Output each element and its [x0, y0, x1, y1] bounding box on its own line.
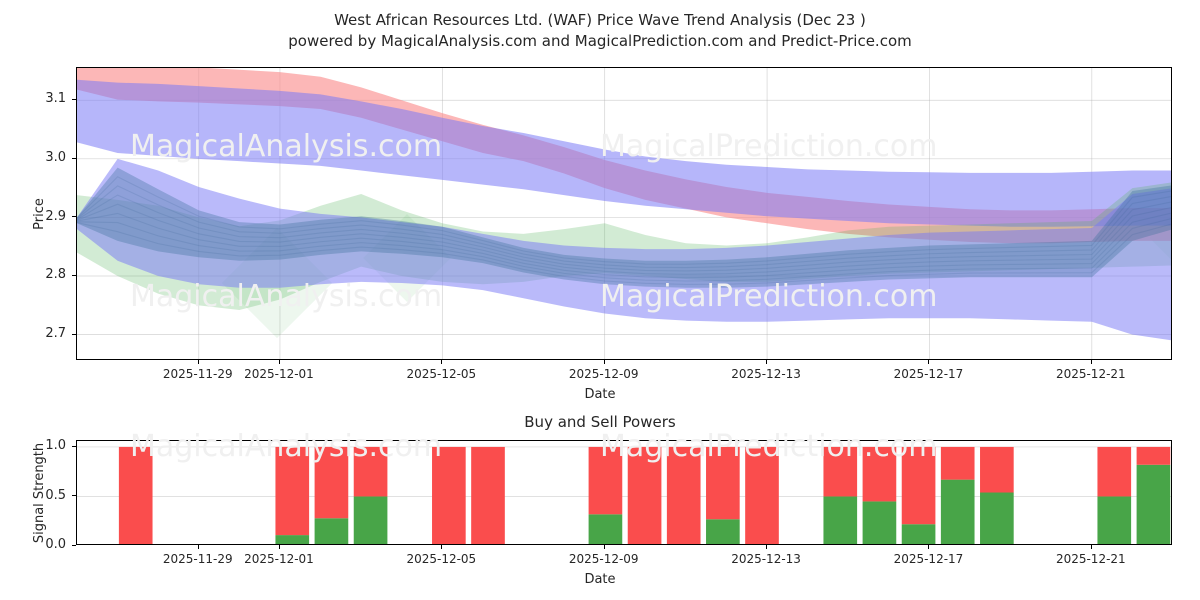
- y-tick-mark: [72, 333, 76, 335]
- y-tick-mark: [72, 445, 76, 447]
- buy-power-bar: [588, 514, 623, 544]
- y-tick-mark: [72, 99, 76, 101]
- buy-power-bar: [980, 492, 1014, 544]
- wave-core-band: [77, 167, 1171, 288]
- sell-power-bar: [314, 446, 349, 519]
- y-tick-mark: [72, 275, 76, 277]
- x-tick-mark: [441, 360, 443, 364]
- x-tick-mark: [278, 360, 280, 364]
- sell-power-bar: [666, 446, 701, 544]
- buy-power-bar: [901, 524, 936, 544]
- y-tick-label: 2.7: [45, 325, 66, 341]
- x-tick-mark: [197, 545, 199, 549]
- sell-power-bar: [432, 446, 466, 544]
- buy-power-bar: [275, 535, 310, 544]
- buy-power-bar: [823, 496, 858, 544]
- sell-power-bar: [275, 446, 310, 536]
- buy-sell-powers-title: Buy and Sell Powers: [524, 413, 676, 431]
- price-wave-plot-area: [76, 67, 1172, 360]
- y-tick-mark: [72, 157, 76, 159]
- y-tick-label: 2.9: [45, 208, 66, 224]
- buy-power-bar: [353, 496, 388, 544]
- sell-power-bar: [823, 446, 858, 497]
- sell-power-bar: [1097, 446, 1132, 497]
- buy-sell-powers-svg: [77, 446, 1171, 544]
- x-tick-label: 2025-12-13: [731, 367, 801, 381]
- sell-power-bar: [940, 446, 975, 480]
- y-tick-mark: [72, 216, 76, 218]
- sell-power-bar: [706, 446, 740, 520]
- y-tick-label: 2.8: [45, 267, 66, 283]
- x-tick-label: 2025-12-01: [244, 552, 314, 566]
- y-tick-mark: [72, 545, 76, 546]
- y-tick-mark: [72, 495, 76, 497]
- sell-power-bar: [1136, 446, 1171, 465]
- x-tick-mark: [928, 360, 930, 364]
- x-tick-label: 2025-11-29: [162, 552, 233, 566]
- y-tick-label: 0.0: [45, 537, 66, 553]
- x-tick-mark: [197, 360, 199, 364]
- x-tick-mark: [1090, 360, 1092, 364]
- x-tick-label: 2025-12-01: [244, 367, 314, 381]
- x-tick-label: 2025-12-05: [406, 367, 477, 381]
- sell-power-bar: [118, 446, 153, 544]
- buy-sell-x-axis-label: Date: [584, 572, 616, 587]
- buy-power-bar: [940, 479, 975, 544]
- x-tick-mark: [766, 360, 768, 364]
- x-tick-mark: [603, 545, 605, 549]
- sell-power-bar: [588, 446, 623, 515]
- buy-power-bar: [1136, 464, 1171, 544]
- sell-power-bar: [901, 446, 936, 525]
- x-tick-mark: [441, 545, 443, 549]
- x-tick-mark: [766, 545, 768, 549]
- upper-blue-band: [77, 79, 1171, 227]
- x-tick-mark: [278, 545, 280, 549]
- y-tick-label: 1.0: [45, 438, 66, 454]
- x-tick-label: 2025-12-09: [568, 367, 639, 381]
- y-tick-label: 3.0: [45, 150, 66, 166]
- x-tick-label: 2025-12-21: [1055, 367, 1126, 381]
- x-tick-label: 2025-12-21: [1055, 552, 1126, 566]
- price-wave-svg: [77, 68, 1171, 359]
- price-wave-y-axis-label: Price: [32, 197, 47, 230]
- x-tick-label: 2025-12-17: [893, 367, 964, 381]
- x-tick-label: 2025-12-09: [568, 552, 639, 566]
- x-tick-mark: [1090, 545, 1092, 549]
- lower-blue-band: [77, 158, 1171, 341]
- x-tick-label: 2025-12-05: [406, 552, 477, 566]
- buy-power-bar: [1097, 496, 1132, 544]
- y-tick-label: 0.5: [45, 487, 66, 503]
- x-tick-mark: [928, 545, 930, 549]
- sell-power-bar: [745, 446, 779, 544]
- buy-power-bar: [314, 518, 349, 544]
- buy-power-bar: [862, 501, 897, 544]
- buy-sell-y-axis-label: Signal Strength: [32, 442, 47, 543]
- y-tick-label: 3.1: [45, 91, 66, 107]
- x-tick-label: 2025-12-13: [731, 552, 801, 566]
- figure-title-line2: powered by MagicalAnalysis.com and Magic…: [288, 32, 912, 50]
- sell-power-bar: [627, 446, 662, 544]
- x-tick-label: 2025-11-29: [162, 367, 233, 381]
- sell-power-bar: [353, 446, 388, 497]
- buy-sell-powers-plot-area: [76, 440, 1172, 545]
- x-tick-mark: [603, 360, 605, 364]
- sell-power-bar: [980, 446, 1014, 493]
- buy-power-bar: [706, 519, 740, 544]
- sell-power-bar: [862, 446, 897, 502]
- sell-power-bar: [471, 446, 505, 544]
- price-wave-x-axis-label: Date: [584, 387, 616, 402]
- lower-green-band: [77, 182, 1171, 311]
- x-tick-label: 2025-12-17: [893, 552, 964, 566]
- figure-title-line1: West African Resources Ltd. (WAF) Price …: [334, 11, 866, 29]
